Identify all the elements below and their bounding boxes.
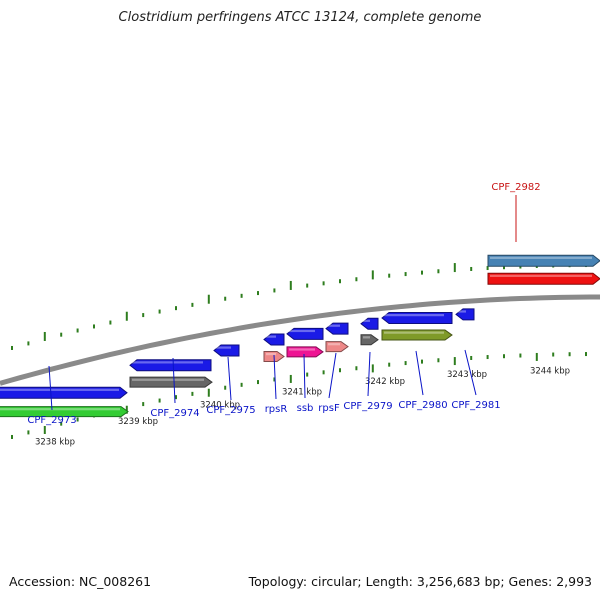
axis-label: 3243 kbp [447, 370, 487, 380]
feature-shine [132, 361, 203, 364]
leader-line [328, 352, 337, 399]
feature-shine [289, 329, 315, 333]
feature-lower-2-12 [360, 334, 379, 346]
gene-cpf_2975 [213, 344, 240, 357]
gene-label-cpf_2980: CPF_2980 [398, 400, 447, 411]
feature-shine [384, 314, 444, 317]
gene-label-cpf_2975: CPF_2975 [206, 405, 255, 416]
feature-upper-2-17 [487, 272, 600, 285]
leader-line [227, 356, 232, 401]
axis-label: 3239 kbp [118, 417, 158, 427]
lower-tick-marks [11, 352, 587, 439]
feature-lower-2-14 [381, 329, 453, 341]
feature-shine [0, 408, 120, 411]
upper-tick-marks [11, 258, 587, 350]
feature-shine [363, 319, 370, 322]
feature-shine [328, 343, 340, 346]
gene-cpf_2981 [455, 308, 475, 321]
gene-rpsf [325, 322, 349, 335]
axis-label: 3238 kbp [35, 437, 75, 447]
gene-label-cpf_2979: CPF_2979 [343, 401, 392, 412]
gene-label-cpf_2973: CPF_2973 [27, 415, 76, 426]
leader-line [273, 354, 277, 400]
gene-label-rpsr: rpsR [265, 404, 288, 415]
leader-line [303, 353, 306, 399]
feature-shine [289, 348, 315, 351]
accession-text: Accession: NC_008261 [9, 574, 152, 589]
leader-line [464, 349, 477, 396]
feature-shine [0, 388, 119, 391]
map-title: Clostridium perfringens ATCC 13124, comp… [118, 10, 482, 25]
gene-label-rpsf: rpsF [318, 403, 340, 414]
gene-cpf_2980 [381, 312, 453, 325]
gene-rpsr [263, 333, 285, 346]
gene-cpf_2973 [0, 386, 128, 399]
leader-line [172, 357, 176, 404]
topology-text: Topology: circular; Length: 3,256,683 bp… [248, 574, 592, 589]
feature-lower-2-3 [129, 376, 213, 388]
axis-label: 3241 kbp [282, 387, 322, 397]
gene-ssb [286, 327, 324, 340]
leader-line [48, 365, 53, 411]
gene-cpf_2982 [487, 254, 600, 267]
leader-line [415, 350, 424, 396]
axis-label: 3242 kbp [365, 377, 405, 387]
feature-shine [266, 353, 276, 356]
feature-lower-2-10 [325, 341, 349, 353]
feature-shine [490, 256, 592, 259]
gene-tracks [0, 254, 600, 418]
feature-shine [266, 335, 276, 338]
gene-label-ssb: ssb [297, 403, 314, 414]
feature-shine [132, 378, 204, 381]
axis-label: 3244 kbp [530, 367, 570, 377]
feature-shine [490, 274, 592, 277]
genome-backbone [0, 294, 600, 386]
feature-shine [216, 346, 231, 349]
gene-label-cpf_2974: CPF_2974 [150, 408, 199, 419]
gene-label-cpf_2982: CPF_2982 [491, 182, 540, 193]
kbp-axis-labels: 3238 kbp 3239 kbp 3240 kbp 3241 kbp 3242 kbp… [35, 367, 570, 448]
feature-shine [363, 336, 370, 339]
feature-lower-2-1 [0, 406, 129, 418]
gene-cpf_2979 [360, 317, 379, 330]
feature-shine [458, 310, 466, 313]
leader-line [367, 351, 371, 397]
feature-shine [328, 324, 340, 327]
feature-shine [384, 331, 444, 334]
feature-lower-2-8 [286, 346, 324, 358]
gene-label-cpf_2981: CPF_2981 [451, 400, 500, 411]
axis-label: 3240 kbp [200, 401, 240, 411]
